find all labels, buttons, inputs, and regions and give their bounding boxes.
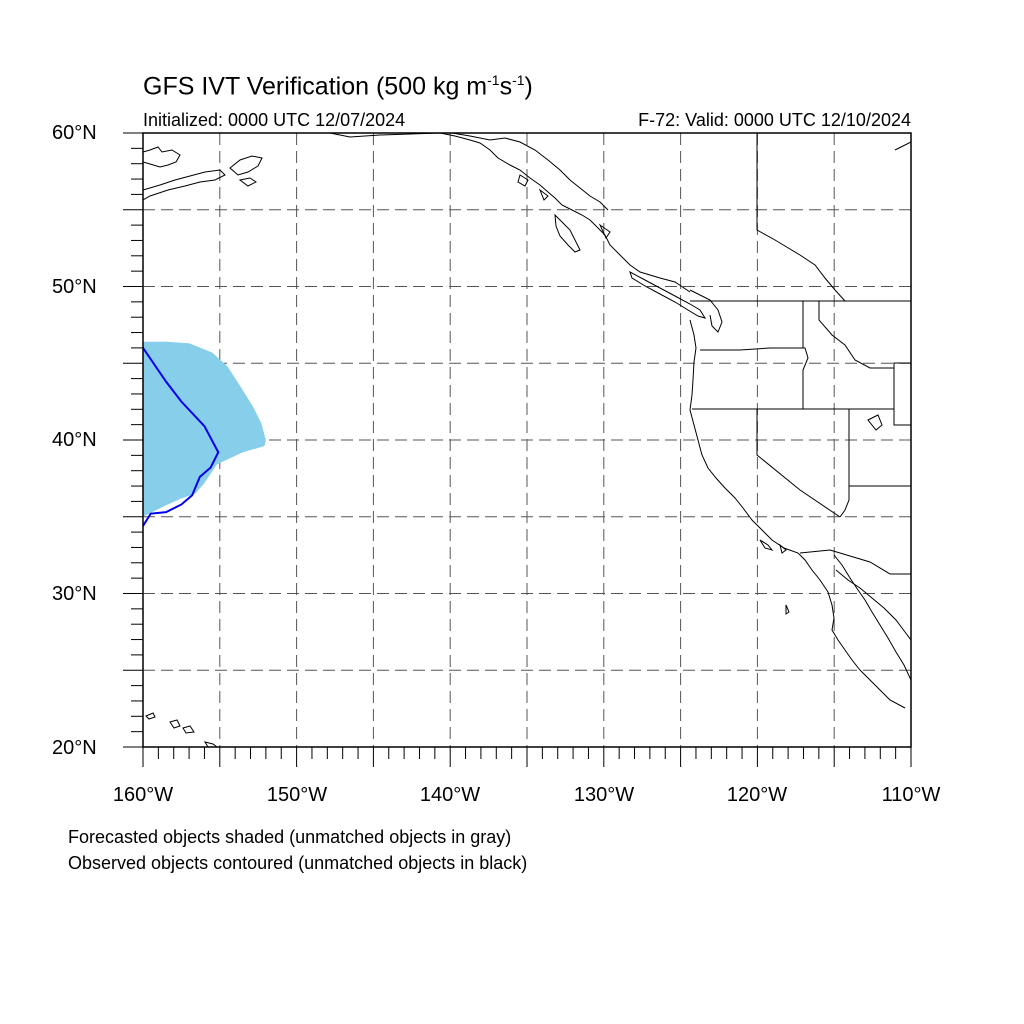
- lon-label-120w: 120°W: [726, 784, 788, 806]
- lat-label-40: 40°N: [52, 429, 97, 451]
- lon-label-140w: 140°W: [419, 784, 481, 806]
- observed-object: [143, 347, 220, 527]
- forecast-object: [143, 341, 266, 517]
- lon-label-110w: 110°W: [881, 784, 941, 806]
- hawaii-islands: [145, 712, 218, 747]
- chart-title: GFS IVT Verification (500 kg m-1s-1): [143, 72, 533, 101]
- lat-label-60: 60°N: [52, 122, 97, 144]
- initialized-time: Initialized: 0000 UTC 12/07/2024: [143, 110, 406, 130]
- coastlines: [143, 133, 911, 709]
- note-observed: Observed objects contoured (unmatched ob…: [68, 853, 528, 873]
- lon-label-160w: 160°W: [112, 784, 174, 806]
- lat-label-30: 30°N: [52, 583, 97, 605]
- lat-label-50: 50°N: [52, 276, 97, 298]
- lon-label-130w: 130°W: [573, 784, 635, 806]
- axis-ticks: [123, 132, 912, 767]
- political-borders: [690, 300, 911, 575]
- lon-label-150w: 150°W: [266, 784, 328, 806]
- note-forecast: Forecasted objects shaded (unmatched obj…: [68, 827, 512, 847]
- lat-label-20: 20°N: [52, 737, 97, 759]
- valid-time: F-72: Valid: 0000 UTC 12/10/2024: [638, 110, 911, 130]
